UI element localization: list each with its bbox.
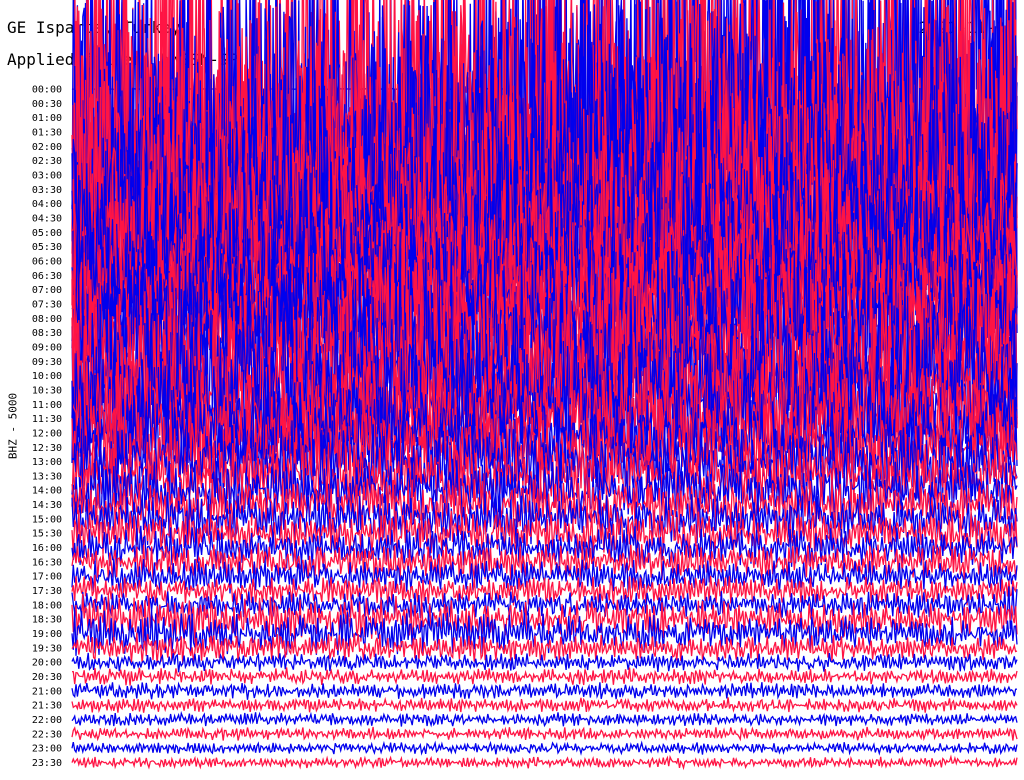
time-label: 19:00	[32, 629, 62, 640]
time-label: 14:00	[32, 486, 62, 497]
time-label: 03:30	[32, 185, 62, 196]
trace-row	[71, 710, 1018, 728]
time-label: 02:30	[32, 156, 62, 167]
time-label: 12:00	[32, 428, 62, 439]
trace-row	[71, 754, 1018, 771]
time-label: 03:00	[32, 170, 62, 181]
time-label: 00:00	[32, 85, 62, 96]
time-label: 14:30	[32, 500, 62, 511]
time-label: 16:00	[32, 543, 62, 554]
time-axis-labels: 00:00 00:30 01:00 01:30 02:00 02:30 03:00 03:30…	[32, 85, 62, 770]
time-label: 07:00	[32, 285, 62, 296]
time-label: 08:00	[32, 314, 62, 325]
time-label: 06:30	[32, 271, 62, 282]
trace-row	[71, 652, 1018, 673]
time-label: 01:00	[32, 113, 62, 124]
trace-row	[71, 667, 1018, 686]
time-label: 20:30	[32, 672, 62, 683]
time-label: 00:30	[32, 99, 62, 110]
time-label: 18:00	[32, 600, 62, 611]
time-label: 22:00	[32, 715, 62, 726]
time-label: 13:00	[32, 457, 62, 468]
date-label: 2021-11-08	[918, 18, 1015, 37]
time-label: 02:00	[32, 142, 62, 153]
time-label: 17:30	[32, 586, 62, 597]
trace-row	[71, 696, 1018, 714]
time-label: 05:30	[32, 242, 62, 253]
trace-row	[71, 586, 1018, 629]
trace-row	[71, 542, 1018, 581]
time-label: 22:30	[32, 729, 62, 740]
time-label: 18:30	[32, 615, 62, 626]
time-label: 21:30	[32, 701, 62, 712]
trace-row	[71, 632, 1018, 664]
time-label: 17:00	[32, 572, 62, 583]
time-label: 15:00	[32, 514, 62, 525]
time-label: 23:30	[32, 758, 62, 769]
time-label: 04:00	[32, 199, 62, 210]
trace-row	[71, 740, 1018, 756]
time-label: 10:30	[32, 385, 62, 396]
time-label: 19:30	[32, 643, 62, 654]
time-label: 16:30	[32, 557, 62, 568]
time-label: 21:00	[32, 686, 62, 697]
trace-row	[71, 457, 1018, 525]
time-label: 07:30	[32, 299, 62, 310]
trace-row	[71, 609, 1018, 658]
time-label: 23:00	[32, 744, 62, 755]
time-label: 15:30	[32, 529, 62, 540]
trace-row	[71, 726, 1018, 742]
time-label: 01:30	[32, 127, 62, 138]
time-label: 04:30	[32, 213, 62, 224]
trace-row	[71, 574, 1018, 607]
time-label: 06:00	[32, 256, 62, 267]
trace-row	[71, 593, 1018, 645]
trace-row	[71, 681, 1018, 700]
time-label: 11:00	[32, 400, 62, 411]
time-label: 20:00	[32, 658, 62, 669]
time-label: 12:30	[32, 443, 62, 454]
seismic-traces	[71, 0, 1018, 771]
time-label: 09:00	[32, 342, 62, 353]
time-label: 05:00	[32, 228, 62, 239]
time-label: 10:00	[32, 371, 62, 382]
time-label: 13:30	[32, 471, 62, 482]
trace-row	[71, 509, 1018, 557]
time-label: 08:30	[32, 328, 62, 339]
time-label: 11:30	[32, 414, 62, 425]
time-label: 09:30	[32, 357, 62, 368]
